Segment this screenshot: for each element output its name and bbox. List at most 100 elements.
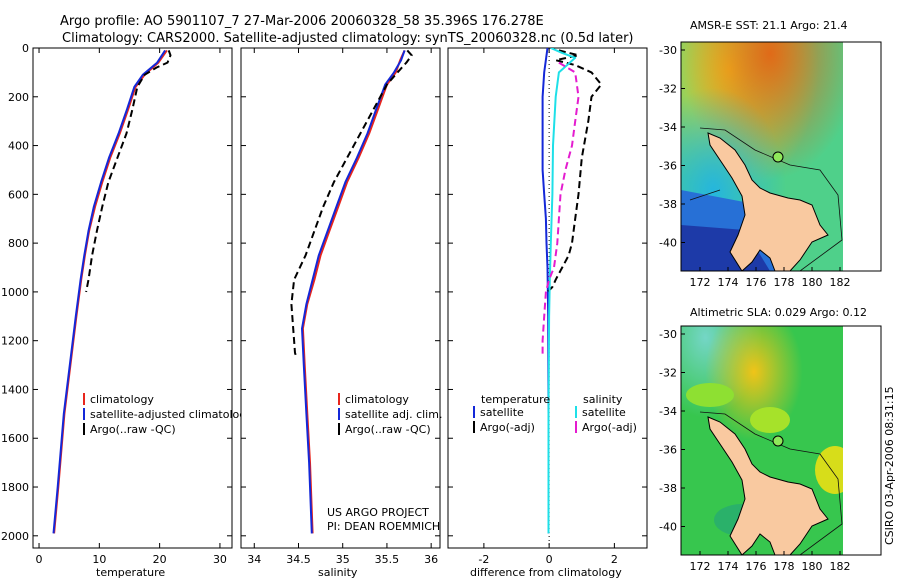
sla-map-ticks: 172 174 176 178 180 182 -30 -32 -34 -36 -38 -40: [659, 328, 850, 573]
series-line-argo-raw-qc: [290, 49, 413, 356]
map-x-tick-label: 174: [718, 276, 739, 289]
salinity-series-lines: [290, 49, 413, 534]
legend-label-satellite: satellite-adjusted climatology: [90, 408, 253, 421]
y-tick-label: 1600: [1, 432, 29, 445]
legend-heading-temperature: temperature: [481, 393, 550, 406]
map-y-tick-label: -40: [659, 521, 677, 534]
series-line-salinity-argo-adj: [541, 61, 580, 356]
sla-warm-eddy: [815, 446, 843, 494]
series-line-salinity-satellite: [547, 48, 577, 534]
map-x-tick-label: 180: [802, 560, 823, 573]
temperature-xlabel: temperature: [96, 566, 165, 579]
y-tick-label: 1800: [1, 481, 29, 494]
sst-map: AMSR-E SST: 21.1 Argo: 21.4 172 174 176 178…: [659, 19, 883, 289]
temperature-axis-ticks: 0 10 20 30 0 200 400 600 800 1000 1200 1400 1600 1800…: [1, 42, 232, 566]
sst-island-dot: [860, 56, 862, 60]
y-tick-label: 800: [8, 237, 29, 250]
y-tick-label: 1400: [1, 383, 29, 396]
sla-north-island-land: [707, 416, 829, 555]
map-x-tick-label: 176: [746, 276, 767, 289]
sla-island-dot: [852, 360, 854, 363]
figure-title-line2: Climatology: CARS2000. Satellite-adjuste…: [62, 31, 634, 46]
sst-map-ticks: 172 174 176 178 180 182 -30 -32 -34 -36 -38 -40: [659, 44, 850, 289]
y-tick-label: 400: [8, 140, 29, 153]
figure-title-line1: Argo profile: AO 5901107_7 27-Mar-2006 2…: [60, 14, 544, 29]
difference-axis-ticks: -2 0 2: [448, 47, 647, 566]
salinity-axis-ticks: 34 34.5 35 35.5 36: [241, 47, 440, 566]
temperature-panel: 0 10 20 30 0 200 400 600 800 1000 1200 1400 1600 1800…: [1, 42, 253, 579]
sla-warm-eddy: [686, 383, 734, 407]
map-x-tick-label: 182: [830, 560, 851, 573]
x-tick-label: 10: [92, 553, 106, 566]
series-line-satellite-adj-clim: [301, 50, 406, 534]
salinity-panel: 34 34.5 35 35.5 36 salinity climatology sate…: [240, 47, 442, 579]
x-tick-label: 36: [424, 553, 438, 566]
map-y-tick-label: -38: [659, 482, 677, 495]
legend-label-temp-satellite: satellite: [480, 406, 524, 419]
legend-label-climatology: climatology: [90, 393, 154, 406]
map-x-tick-label: 180: [802, 276, 823, 289]
temperature-series-lines: [52, 49, 172, 534]
y-tick-label: 1200: [1, 335, 29, 348]
map-y-tick-label: -30: [659, 44, 677, 57]
temperature-axes-box: [32, 47, 233, 549]
map-y-tick-label: -30: [659, 328, 677, 341]
x-tick-label: 0: [546, 553, 553, 566]
sst-map-title: AMSR-E SST: 21.1 Argo: 21.4: [690, 19, 848, 32]
map-x-tick-label: 178: [774, 560, 795, 573]
map-x-tick-label: 174: [718, 560, 739, 573]
sst-depth-contour: [689, 127, 843, 271]
map-y-tick-label: -34: [659, 121, 677, 134]
map-x-tick-label: 172: [690, 560, 711, 573]
sst-map-frame: [680, 41, 882, 272]
map-y-tick-label: -40: [659, 237, 677, 250]
salinity-xlabel: salinity: [318, 566, 358, 579]
x-tick-label: 35.5: [375, 553, 400, 566]
map-x-tick-label: 182: [830, 276, 851, 289]
map-y-tick-label: -36: [659, 160, 677, 173]
sla-map: Altimetric SLA: 0.029 Argo: 0.12 172 174 1…: [659, 306, 883, 573]
sla-island-dot: [860, 340, 862, 344]
x-tick-label: 2: [611, 553, 618, 566]
project-label: US ARGO PROJECT: [327, 506, 429, 519]
sst-island-dot: [852, 76, 854, 79]
y-tick-label: 2000: [1, 530, 29, 543]
temperature-legend: climatology satellite-adjusted climatolo…: [83, 393, 253, 436]
salinity-axes-box: [240, 47, 441, 549]
series-line-satellite-adjusted-climatology: [52, 49, 166, 534]
salinity-legend: climatology satellite adj. clim. Argo(..…: [338, 393, 442, 436]
x-tick-label: 34: [247, 553, 261, 566]
map-x-tick-label: 172: [690, 276, 711, 289]
sla-warm-eddy: [750, 407, 790, 433]
y-tick-label: 0: [22, 42, 29, 55]
difference-panel: -2 0 2 difference from climatology tempera…: [447, 47, 648, 579]
sla-map-frame: [680, 325, 882, 556]
y-tick-label: 1000: [1, 286, 29, 299]
sla-map-title: Altimetric SLA: 0.029 Argo: 0.12: [690, 306, 867, 319]
legend-label-sal-satellite: satellite: [582, 406, 626, 419]
csiro-timestamp: CSIRO 03-Apr-2006 08:31:15: [883, 386, 896, 545]
sst-north-island-land: [707, 132, 829, 271]
x-tick-label: 35: [336, 553, 350, 566]
legend-label-climatology: climatology: [345, 393, 409, 406]
x-tick-label: 0: [36, 553, 43, 566]
x-tick-label: 20: [153, 553, 167, 566]
x-tick-label: 30: [213, 553, 227, 566]
map-y-tick-label: -32: [659, 83, 677, 96]
map-y-tick-label: -32: [659, 367, 677, 380]
legend-label-argo: Argo(..raw -QC): [90, 423, 176, 436]
sla-no-data: [843, 326, 883, 555]
map-x-tick-label: 178: [774, 276, 795, 289]
series-line-argo-raw-qc: [85, 50, 172, 293]
sst-argo-position-marker: [772, 151, 784, 163]
sla-argo-position-marker: [772, 435, 784, 447]
x-tick-label: -2: [478, 553, 489, 566]
legend-label-argo: Argo(..raw -QC): [345, 423, 431, 436]
legend-label-temp-argo: Argo(-adj): [480, 421, 535, 434]
sst-no-data: [843, 42, 883, 271]
x-tick-label: 34.5: [286, 553, 311, 566]
legend-heading-salinity: salinity: [583, 393, 623, 406]
y-tick-label: 200: [8, 91, 29, 104]
map-y-tick-label: -38: [659, 198, 677, 211]
